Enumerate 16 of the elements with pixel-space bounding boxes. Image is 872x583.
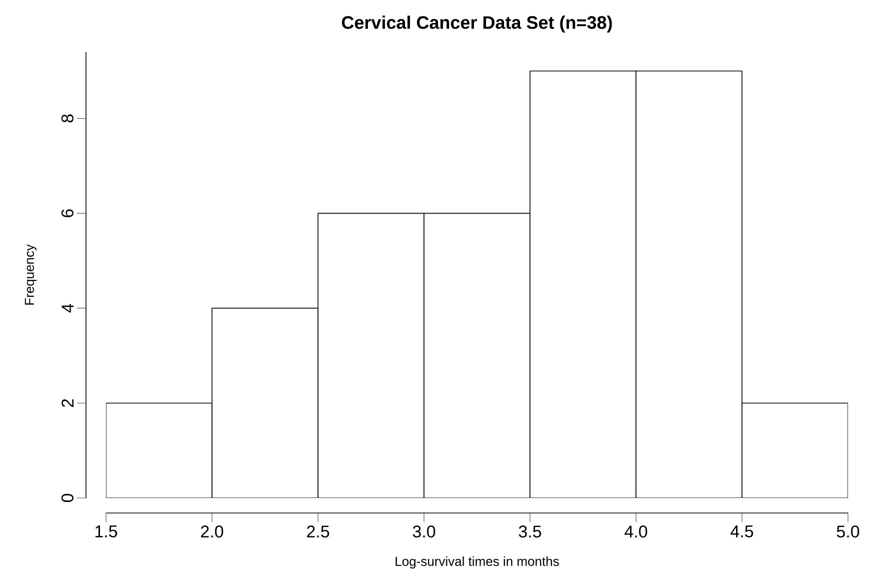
y-tick-label: 4: [62, 304, 74, 313]
x-tick-label: 1.5: [95, 526, 118, 538]
y-tick-label: 2: [62, 399, 74, 407]
y-tick-label: 6: [61, 209, 74, 218]
x-tick-label: 3.5: [518, 526, 542, 538]
y-tick-label: 0: [61, 494, 74, 502]
y-axis-title: Frequency: [24, 244, 37, 305]
chart-title: Cervical Cancer Data Set (n=38): [342, 16, 612, 32]
x-tick-label: 5.0: [836, 526, 860, 538]
x-tick-label: 4.5: [730, 526, 754, 538]
x-axis-title: Log-survival times in months: [396, 556, 559, 569]
x-tick-label: 4.0: [624, 526, 648, 538]
x-tick-label: 3.0: [412, 526, 436, 538]
x-tick-label: 2.5: [307, 526, 330, 538]
x-tick-label: 2.0: [201, 526, 224, 538]
y-tick-label: 8: [61, 114, 74, 122]
